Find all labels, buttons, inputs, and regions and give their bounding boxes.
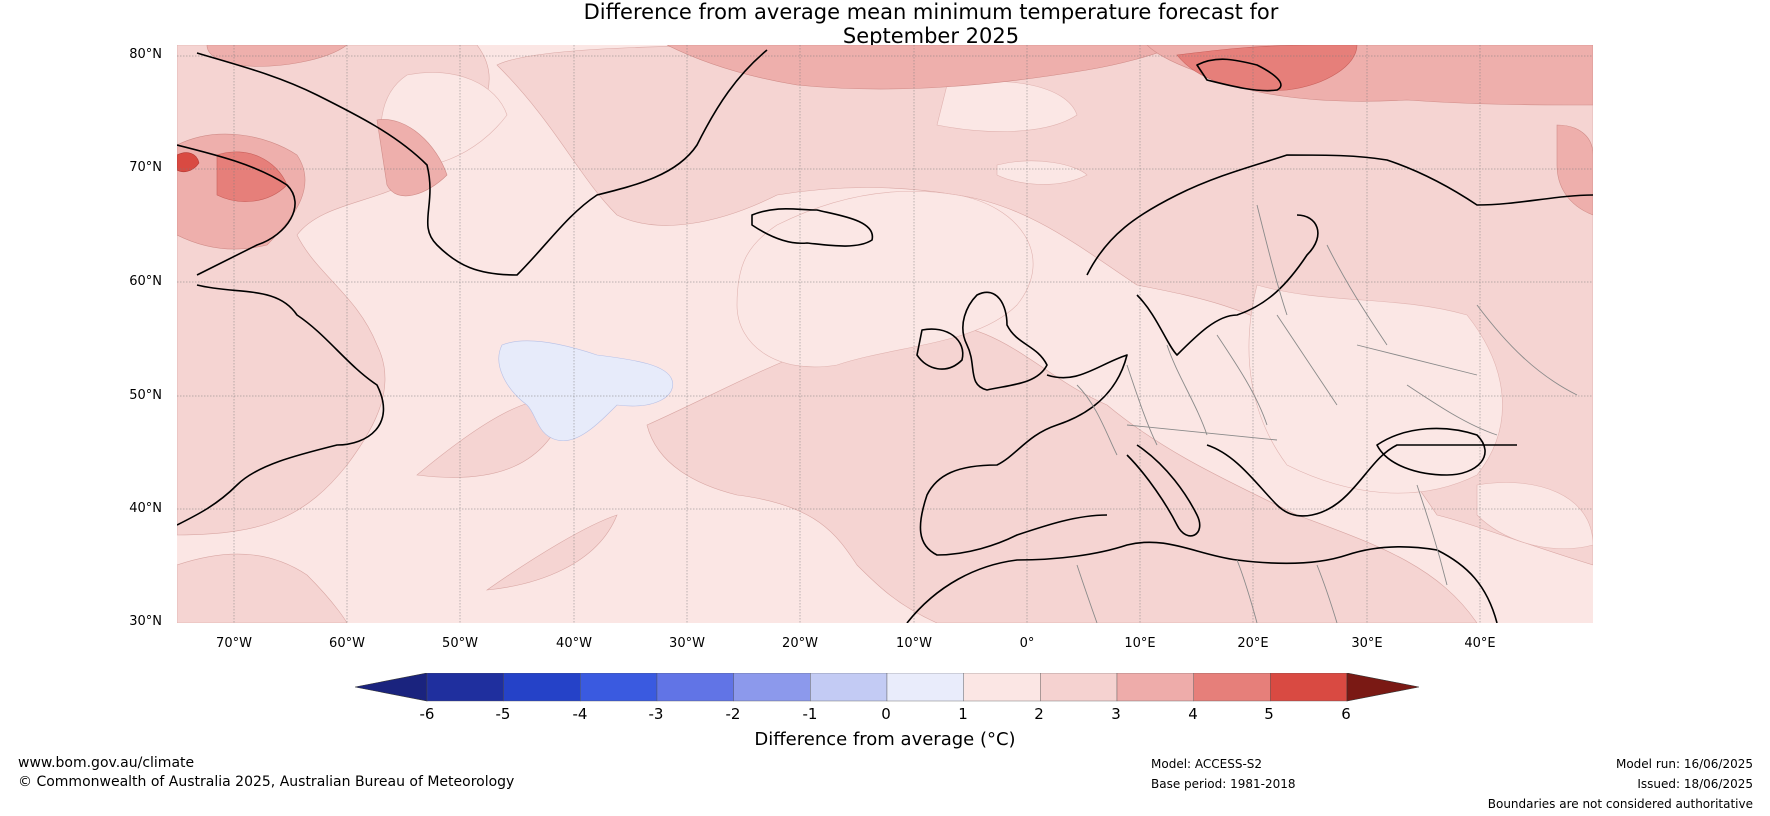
colorbar-cell [503,673,581,702]
colorbar-tick: -4 [572,705,588,723]
colorbar-tick: 4 [1188,705,1198,723]
colorbar-cell [426,673,504,702]
lat-label-60n: 60°N [129,274,162,289]
coastlines [177,49,1593,623]
map-title: Difference from average mean minimum tem… [0,0,1770,48]
colorbar-cell [1270,673,1348,702]
colorbar-tick: 1 [958,705,968,723]
footer-copyright: © Commonwealth of Australia 2025, Austra… [18,774,515,790]
colorbar [355,673,1419,702]
colorbar-cell [886,673,964,702]
black-sea-coast [1376,427,1486,476]
colorbar-cell [810,673,888,702]
lat-label-40n: 40°N [129,501,162,516]
lon-label-30e: 30°E [1351,636,1383,651]
title-line-1: Difference from average mean minimum tem… [583,0,1279,24]
anomaly-band-3-4 [216,45,1358,202]
graticule [177,45,1593,623]
greenland-coast [196,49,768,276]
colorbar-cell [1193,673,1271,702]
colorbar-tick: 2 [1034,705,1044,723]
colorbar-under-triangle [355,673,428,702]
scandinavia-coast [1086,154,1593,276]
colorbar-tick: 5 [1264,705,1274,723]
colorbar-cell [580,673,658,702]
britain-coast [962,291,1048,391]
colorbar-cell [656,673,734,702]
colorbar-tick: -1 [802,705,818,723]
baffin-coast [177,144,296,276]
colorbar-cell [1116,673,1194,702]
lat-label-50n: 50°N [129,388,162,403]
anomaly-map [177,45,1593,623]
lat-label-70n: 70°N [129,160,162,175]
ireland-coast [916,328,964,370]
iceland-coast [751,207,874,247]
colorbar-over-triangle [1346,673,1419,702]
lon-label-20w: 20°W [782,636,818,651]
anomaly-band-4-5 [177,152,200,173]
europe-west-coast [919,354,1128,556]
colorbar-label: Difference from average (°C) [754,729,1016,750]
colorbar-cell [733,673,811,702]
colorbar-tick: -5 [495,705,511,723]
lon-label-10w: 10°W [896,636,932,651]
colorbar-cells [426,673,1348,702]
colorbar-cell [1040,673,1118,702]
country-borders [1076,204,1578,623]
colorbar-tick: -3 [648,705,664,723]
lon-label-20e: 20°E [1237,636,1269,651]
lon-label-40w: 40°W [556,636,592,651]
footer-model-run: Model run: 16/06/2025 [1615,757,1753,771]
colorbar-tick: 6 [1341,705,1351,723]
lat-label-30n: 30°N [129,614,162,629]
footer-model: Model: ACCESS-S2 [1151,757,1263,771]
footer-issued: Issued: 18/06/2025 [1637,777,1753,791]
anomaly-band-minus1-0 [498,340,674,442]
footer-website: www.bom.gov.au/climate [18,755,195,771]
lon-label-0: 0° [1019,636,1035,651]
baltic-coast [1136,214,1319,356]
lon-label-40e: 40°E [1464,636,1496,651]
lat-label-80n: 80°N [129,47,162,62]
colorbar-cell [963,673,1041,702]
map-canvas [177,45,1593,623]
balkan-coast [1206,444,1517,517]
italy-coast [1126,444,1201,537]
colorbar-tick: -6 [419,705,435,723]
colorbar-tick: 0 [881,705,891,723]
lon-label-60w: 60°W [329,636,365,651]
footer-disclaimer: Boundaries are not considered authoritat… [1487,797,1753,811]
colorbar-tick: -2 [725,705,741,723]
title-line-2: September 2025 [842,24,1020,48]
lon-label-70w: 70°W [216,636,252,651]
colorbar-tick: 3 [1111,705,1121,723]
footer-base-period: Base period: 1981-2018 [1151,777,1296,791]
lon-label-50w: 50°W [442,636,478,651]
lon-label-10e: 10°E [1124,636,1156,651]
svalbard-coast [1196,58,1282,92]
labrador-coast [177,284,385,526]
lon-label-30w: 30°W [669,636,705,651]
